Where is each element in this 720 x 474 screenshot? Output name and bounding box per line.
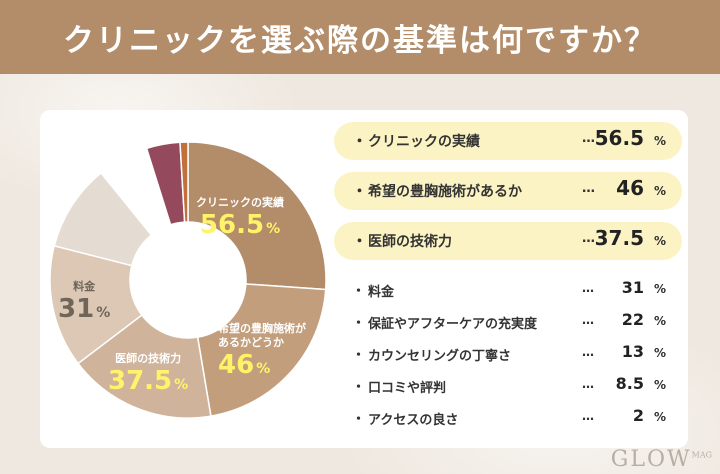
logo-main: GLOW bbox=[610, 447, 692, 472]
donut-label-name: 希望の豊胸施術が あるかどうか bbox=[218, 322, 306, 349]
list-item: ・ カウンセリングの丁寧さ … 13 % bbox=[334, 334, 682, 372]
donut-label-value: 31 bbox=[58, 294, 95, 324]
list-item: ・ 医師の技術力 … 37.5 % bbox=[334, 222, 682, 260]
donut-label-unit: % bbox=[266, 221, 281, 237]
donut-chart bbox=[49, 141, 327, 419]
item-value: 37.5 bbox=[594, 226, 644, 250]
donut-label-name: 医師の技術力 bbox=[115, 352, 182, 365]
donut-label-gijutsu: 医師の技術力 37.5% bbox=[108, 352, 188, 396]
item-label: 口コミや評判 bbox=[368, 381, 447, 396]
item-unit: % bbox=[653, 314, 666, 328]
item-value: 8.5 bbox=[615, 374, 644, 393]
item-value: 46 bbox=[616, 176, 644, 200]
item-label: カウンセリングの丁寧さ bbox=[368, 349, 512, 364]
list-item: ・ 希望の豊胸施術があるか … 46 % bbox=[334, 172, 682, 210]
header-banner: クリニックを選ぶ際の基準は何ですか？ bbox=[0, 0, 720, 74]
donut-label-name: クリニックの実績 bbox=[196, 196, 284, 209]
donut-slice-3 bbox=[77, 314, 212, 419]
glow-mag-logo: GLOWMAG bbox=[611, 447, 712, 472]
item-unit: % bbox=[653, 134, 666, 148]
leader-dots: … bbox=[582, 231, 595, 246]
donut-label-unit: % bbox=[256, 361, 271, 377]
list-item: ・ アクセスの良さ … 2 % bbox=[334, 398, 682, 436]
item-label: 希望の豊胸施術があるか bbox=[368, 184, 522, 200]
donut-label-value: 46 bbox=[218, 350, 255, 380]
donut-label-value: 37.5 bbox=[108, 366, 173, 396]
donut-slice-1 bbox=[187, 141, 327, 291]
leader-dots: … bbox=[582, 281, 594, 295]
item-unit: % bbox=[653, 410, 666, 424]
donut-slice-2 bbox=[196, 283, 327, 417]
item-value: 2 bbox=[632, 406, 644, 425]
donut-label-jisseki: クリニックの実績 56.5% bbox=[196, 196, 284, 240]
list-item: ・ 保証やアフターケアの充実度 … 22 % bbox=[334, 302, 682, 340]
bullet: ・ bbox=[352, 132, 368, 150]
item-value: 13 bbox=[621, 342, 644, 361]
bullet: ・ bbox=[352, 412, 366, 427]
list-item: ・ 料金 … 31 % bbox=[334, 270, 682, 308]
donut-label-sejutsu: 希望の豊胸施術が あるかどうか 46% bbox=[218, 322, 306, 380]
bullet: ・ bbox=[352, 284, 366, 299]
donut-label-ryoukin: 料金 31% bbox=[58, 280, 110, 324]
logo-small: MAG bbox=[691, 450, 712, 460]
item-unit: % bbox=[653, 378, 666, 392]
item-value: 31 bbox=[621, 278, 644, 297]
bullet: ・ bbox=[352, 316, 366, 331]
item-unit: % bbox=[653, 346, 666, 360]
leader-dots: … bbox=[582, 181, 595, 196]
donut-label-unit: % bbox=[174, 377, 189, 393]
bullet: ・ bbox=[352, 380, 366, 395]
item-label: アクセスの良さ bbox=[368, 413, 459, 428]
item-label: 保証やアフターケアの充実度 bbox=[368, 317, 538, 332]
list-item: ・ クリニックの実績 … 56.5 % bbox=[334, 122, 682, 160]
item-unit: % bbox=[653, 184, 666, 198]
bullet: ・ bbox=[352, 348, 366, 363]
leader-dots: … bbox=[582, 377, 594, 391]
bullet: ・ bbox=[352, 232, 368, 250]
item-unit: % bbox=[653, 282, 666, 296]
donut-label-value: 56.5 bbox=[199, 210, 265, 240]
item-unit: % bbox=[653, 234, 666, 248]
item-label: クリニックの実績 bbox=[368, 134, 480, 150]
leader-dots: … bbox=[582, 131, 595, 146]
item-label: 医師の技術力 bbox=[368, 234, 452, 250]
item-value: 56.5 bbox=[594, 126, 644, 150]
bullet: ・ bbox=[352, 182, 368, 200]
leader-dots: … bbox=[582, 313, 594, 327]
item-label: 料金 bbox=[368, 285, 395, 300]
leader-dots: … bbox=[582, 409, 594, 423]
donut-slice-8 bbox=[179, 141, 189, 223]
donut-label-name: 料金 bbox=[73, 280, 96, 293]
list-item: ・ 口コミや評判 … 8.5 % bbox=[334, 366, 682, 404]
page-title: クリニックを選ぶ際の基準は何ですか？ bbox=[63, 22, 657, 59]
item-value: 22 bbox=[621, 310, 644, 329]
donut-label-unit: % bbox=[96, 305, 111, 321]
leader-dots: … bbox=[582, 345, 594, 359]
